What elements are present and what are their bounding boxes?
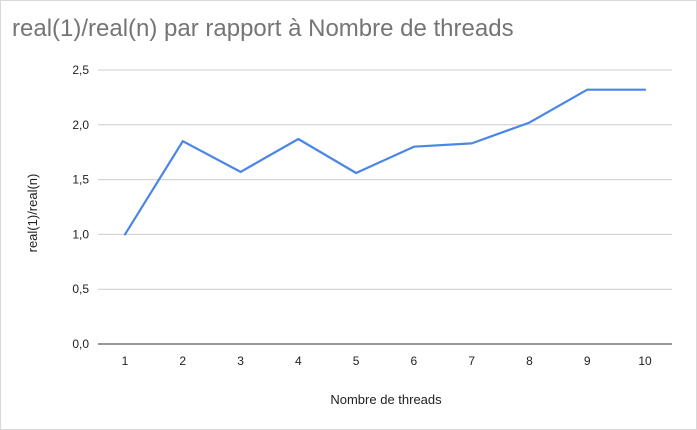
x-tick-label: 7: [468, 354, 475, 368]
series-lines: [123, 88, 647, 236]
y-tick-label: 2,5: [72, 63, 89, 77]
y-tick-labels: 0,0 0,5 1,0 1,5 2,0 2,5: [72, 63, 89, 351]
gridlines: [98, 69, 672, 345]
y-tick-label: 1,5: [72, 173, 89, 187]
y-axis-label: real(1)/real(n): [25, 174, 40, 253]
x-tick-label: 6: [411, 354, 418, 368]
x-tick-labels: 1 2 3 4 5 6 7 8 9 10: [122, 354, 652, 368]
series-line: [123, 88, 647, 236]
y-tick-label: 0,0: [72, 337, 89, 351]
x-tick-label: 8: [526, 354, 533, 368]
x-tick-label: 5: [353, 354, 360, 368]
chart-title: real(1)/real(n) par rapport à Nombre de …: [12, 15, 514, 42]
x-tick-label: 2: [179, 354, 186, 368]
x-tick-label: 1: [122, 354, 129, 368]
y-tick-label: 2,0: [72, 118, 89, 132]
x-tick-label: 10: [638, 354, 652, 368]
y-tick-label: 1,0: [72, 227, 89, 241]
x-tick-label: 3: [237, 354, 244, 368]
y-tick-label: 0,5: [72, 282, 89, 296]
x-tick-label: 9: [584, 354, 591, 368]
x-tick-label: 4: [295, 354, 302, 368]
x-axis-label: Nombre de threads: [330, 392, 442, 407]
